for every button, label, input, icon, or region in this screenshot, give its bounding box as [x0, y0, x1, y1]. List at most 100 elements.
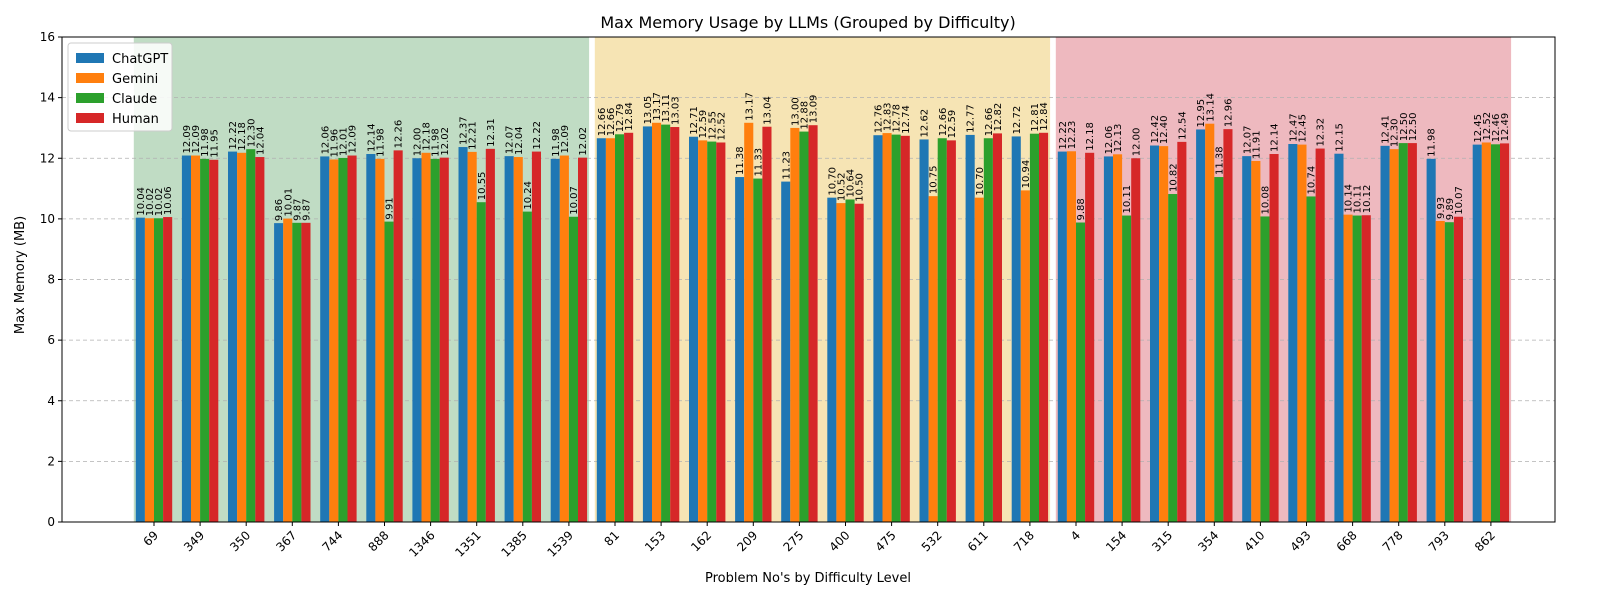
- x-tick-label: 400: [827, 528, 853, 554]
- data-label: 9.87: [292, 199, 303, 221]
- data-label: 12.52: [1482, 112, 1493, 141]
- bar-gemini-888: [375, 158, 385, 522]
- bar-gemini-668: [1343, 214, 1353, 522]
- data-label: 12.22: [532, 121, 543, 150]
- data-label: 12.66: [597, 108, 608, 137]
- bar-human-1351: [485, 148, 495, 522]
- bar-chatgpt-350: [228, 151, 238, 523]
- data-label: 12.66: [938, 108, 949, 137]
- bar-human-611: [992, 133, 1002, 523]
- data-label: 12.59: [947, 110, 958, 139]
- data-label: 10.24: [523, 181, 534, 210]
- legend-swatch-claude: [76, 93, 104, 103]
- bar-chatgpt-4: [1057, 151, 1067, 523]
- data-label: 12.04: [255, 126, 266, 155]
- data-label: 10.01: [283, 188, 294, 217]
- bar-gemini-367: [283, 218, 293, 522]
- data-label: 11.38: [1214, 146, 1225, 175]
- data-label: 12.50: [1408, 112, 1419, 141]
- bar-claude-888: [384, 221, 394, 522]
- bar-claude-778: [1398, 143, 1408, 522]
- data-label: 12.81: [1030, 103, 1041, 132]
- bar-human-668: [1361, 215, 1371, 523]
- x-tick-label: 4: [1068, 528, 1083, 543]
- bar-claude-154: [1122, 215, 1132, 522]
- x-tick-label: 350: [227, 528, 253, 554]
- bar-chatgpt-718: [1011, 136, 1021, 523]
- bar-human-4: [1085, 152, 1095, 522]
- bar-human-744: [347, 155, 357, 522]
- y-tick-label: 10: [40, 212, 55, 226]
- bar-claude-315: [1168, 194, 1178, 523]
- bar-gemini-475: [882, 133, 892, 522]
- bar-gemini-400: [836, 203, 846, 523]
- x-tick-label: 611: [965, 528, 991, 554]
- bar-human-778: [1407, 143, 1417, 522]
- data-label: 12.18: [1085, 122, 1096, 151]
- bar-gemini-744: [329, 159, 339, 522]
- bar-claude-367: [292, 222, 302, 523]
- data-label: 12.62: [920, 109, 931, 138]
- data-label: 12.66: [984, 108, 995, 137]
- legend-label-human: Human: [112, 112, 159, 127]
- data-label: 13.09: [809, 95, 820, 124]
- data-label: 10.52: [836, 172, 847, 201]
- bar-claude-400: [845, 199, 855, 522]
- data-label: 12.42: [1150, 115, 1161, 144]
- bar-human-354: [1223, 129, 1233, 522]
- x-tick-label: 888: [366, 528, 392, 554]
- data-label: 12.22: [228, 121, 239, 150]
- bar-gemini-1351: [467, 151, 477, 522]
- bar-human-162: [716, 142, 726, 523]
- bar-gemini-1539: [559, 155, 569, 522]
- bar-gemini-81: [605, 138, 615, 522]
- bar-chatgpt-81: [596, 138, 606, 522]
- data-label: 9.88: [1076, 198, 1087, 220]
- bar-claude-744: [338, 157, 348, 522]
- data-label: 10.94: [1021, 160, 1032, 189]
- data-label: 10.12: [1362, 185, 1373, 214]
- y-tick-label: 14: [40, 91, 55, 105]
- x-tick-label: 410: [1241, 528, 1267, 554]
- legend-box: [67, 42, 173, 132]
- bar-human-888: [393, 150, 403, 522]
- bar-human-275: [808, 125, 818, 522]
- x-tick-label: 81: [601, 528, 622, 549]
- data-label: 12.49: [1500, 113, 1511, 142]
- data-label: 10.70: [975, 167, 986, 196]
- data-label: 13.03: [670, 96, 681, 125]
- bar-gemini-209: [744, 122, 754, 523]
- data-label: 12.07: [505, 125, 516, 154]
- bar-gemini-349: [191, 155, 201, 522]
- y-tick-label: 12: [40, 151, 55, 165]
- bar-human-81: [624, 132, 634, 522]
- data-label: 13.17: [652, 92, 663, 121]
- bar-gemini-69: [144, 218, 154, 523]
- data-label: 10.02: [154, 188, 165, 217]
- data-label: 12.71: [689, 106, 700, 135]
- bar-human-793: [1453, 216, 1463, 523]
- bar-claude-1385: [522, 211, 532, 522]
- x-axis-label: Problem No's by Difficulty Level: [705, 571, 911, 586]
- bar-chatgpt-209: [735, 177, 745, 522]
- data-label: 12.09: [182, 125, 193, 154]
- x-tick-label: 668: [1334, 528, 1360, 554]
- data-label: 10.74: [1307, 166, 1318, 195]
- bar-claude-81: [615, 134, 625, 522]
- grid-lines: [62, 97, 1555, 462]
- data-label: 12.37: [459, 116, 470, 145]
- bar-claude-668: [1352, 215, 1362, 522]
- data-label: 12.88: [799, 101, 810, 130]
- bar-human-1539: [578, 157, 588, 523]
- data-label: 12.23: [1067, 121, 1078, 150]
- data-label: 12.95: [1196, 99, 1207, 128]
- data-label: 13.05: [643, 96, 654, 125]
- bar-claude-349: [200, 158, 210, 522]
- bar-chatgpt-354: [1196, 129, 1206, 522]
- bar-human-532: [946, 140, 956, 522]
- data-label: 12.07: [1242, 125, 1253, 154]
- x-tick-label: 315: [1149, 528, 1175, 554]
- x-tick-label: 862: [1472, 528, 1498, 554]
- data-label: 11.98: [431, 128, 442, 157]
